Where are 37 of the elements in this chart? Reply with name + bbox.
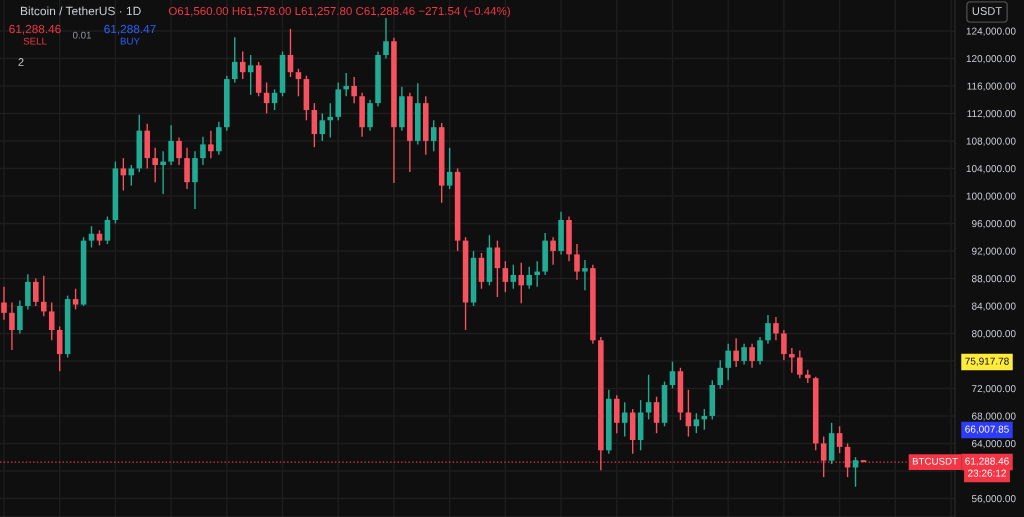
y-tick-label: 92,000.00	[971, 247, 1016, 256]
y-tick-label: 84,000.00	[971, 302, 1016, 311]
text: O61,560.00 H61,578.00 L61,257.80 C61,288.46 −271.54 (−0.44%)	[168, 6, 510, 18]
text: 75,917.78	[965, 357, 1009, 366]
y-tick-label: 108,000.00	[966, 137, 1016, 146]
candlestick	[430, 119, 437, 152]
candlestick	[709, 379, 716, 421]
y-tick-label: 104,000.00	[966, 165, 1016, 174]
y-tick-label: 64,000.00	[972, 440, 1016, 449]
text: 23:26:12	[968, 469, 1006, 477]
y-tick-label: 56,000.00	[971, 495, 1016, 504]
annotation: 61,288.46	[9, 24, 61, 35]
y-tick-label: 72,000.00	[972, 385, 1016, 394]
candlestick	[335, 81, 342, 122]
chart-title: Bitcoin / TetherUS · 1D	[20, 6, 141, 16]
annotation: 61,288.47	[104, 24, 156, 35]
y-tick-label: 124,000.00	[966, 27, 1016, 36]
candlestick	[621, 401, 628, 438]
annotation: SELL	[23, 37, 47, 45]
y-tick-label: 116,000.00	[967, 82, 1016, 91]
text: 66,007.85	[965, 425, 1009, 434]
annotation: 2	[18, 58, 24, 66]
candlestick	[613, 394, 620, 434]
y-tick-label: 80,000.00	[971, 330, 1016, 339]
ref-line-label: BTCUSDT	[912, 457, 958, 465]
candlestick	[48, 301, 55, 342]
text: 61,288.46	[965, 457, 1009, 466]
annotation: BUY	[120, 37, 140, 45]
y-tick-label: 68,000.00	[972, 412, 1016, 421]
annotation: 0.01	[72, 31, 91, 39]
y-tick-label: 120,000.00	[966, 55, 1016, 64]
text: USDT	[972, 7, 1002, 15]
candlestick	[422, 95, 429, 156]
y-tick-label: 88,000.00	[971, 275, 1016, 284]
y-tick-label: 100,000.00	[966, 192, 1016, 201]
y-tick-label: 96,000.00	[971, 220, 1016, 229]
y-tick-label: 112,000.00	[967, 110, 1016, 119]
